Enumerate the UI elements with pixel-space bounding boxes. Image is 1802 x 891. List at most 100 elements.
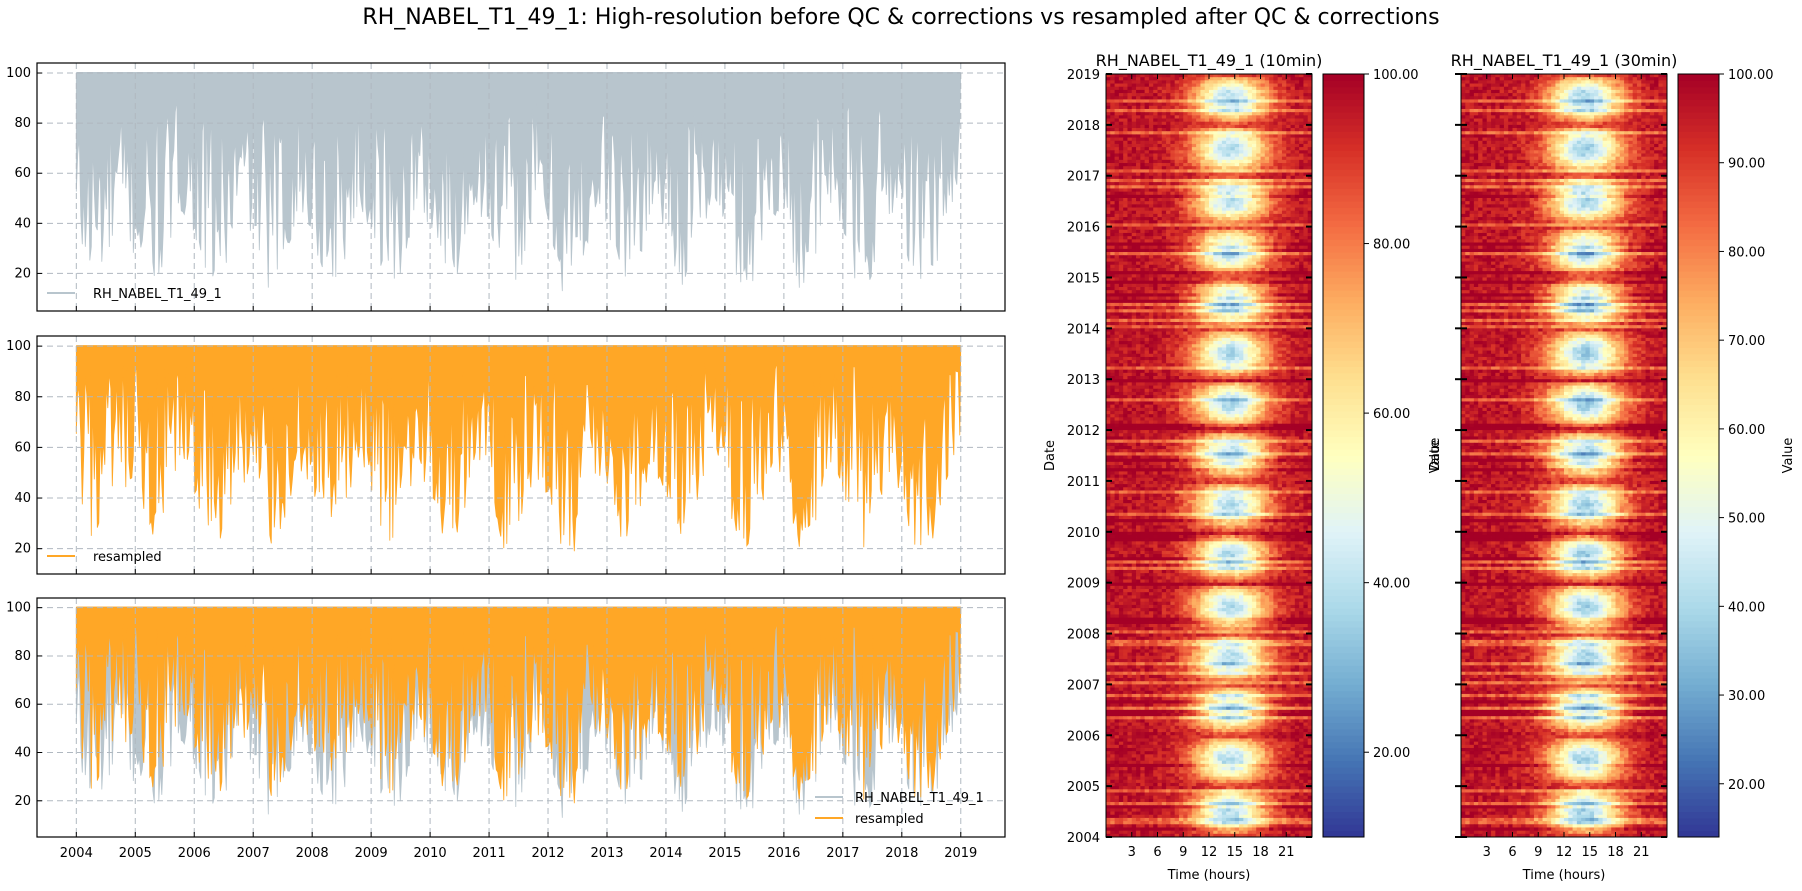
heatmap-cell (1187, 264, 1193, 269)
heatmap-cell (1281, 172, 1287, 177)
heatmap-cell (1307, 328, 1313, 332)
heatmap-cell (1264, 178, 1270, 183)
heatmap-cell (1161, 277, 1167, 282)
heatmap-cell (1243, 178, 1249, 183)
heatmap-cell (1303, 121, 1309, 126)
heatmap-cell (1200, 315, 1206, 320)
heatmap-cell (1281, 239, 1287, 243)
heatmap-cell (1247, 185, 1253, 189)
heatmap-cell (1221, 80, 1227, 84)
heatmap-cell (1239, 252, 1244, 256)
heatmap-cell (1178, 140, 1184, 145)
heatmap-cell (1239, 217, 1244, 221)
heatmap-cell (1243, 131, 1249, 135)
heatmap-cell (1286, 213, 1291, 218)
heatmap-cell (1110, 229, 1115, 234)
heatmap-cell (1204, 248, 1210, 253)
heatmap-cell (1191, 388, 1197, 393)
heatmap-cell (1247, 299, 1253, 304)
heatmap-cell (1161, 204, 1167, 208)
heatmap-cell (1187, 283, 1193, 288)
heatmap-cell (1118, 83, 1124, 88)
heatmap-cell (1299, 331, 1304, 336)
heatmap-cell (1213, 255, 1218, 259)
heatmap-cell (1148, 89, 1154, 94)
heatmap-cell (1303, 312, 1309, 317)
heatmap-cell (1114, 331, 1120, 336)
heatmap-cell (1144, 306, 1150, 310)
heatmap-cell (1191, 201, 1197, 205)
heatmap-cell (1166, 143, 1171, 148)
heatmap-cell (1187, 137, 1193, 142)
heatmap-cell (1260, 242, 1266, 247)
heatmap-cell (1161, 350, 1167, 355)
heatmap-cell (1226, 163, 1231, 167)
heatmap-cell (1131, 229, 1137, 234)
heatmap-cell (1123, 232, 1128, 237)
heatmap-cell (1110, 293, 1115, 297)
heatmap-cell (1243, 341, 1249, 345)
heatmap-cell (1118, 163, 1124, 167)
heatmap-cell (1221, 376, 1227, 380)
heatmap-cell (1226, 372, 1231, 377)
heatmap-cell (1183, 334, 1188, 339)
heatmap-cell (1166, 163, 1171, 167)
heatmap-cell (1118, 337, 1124, 342)
heatmap-cell (1148, 124, 1154, 129)
heatmap-cell (1303, 239, 1309, 243)
heatmap-cell (1251, 360, 1257, 364)
heatmap-cell (1144, 124, 1150, 129)
heatmap-cell (1131, 185, 1137, 189)
heatmap-cell (1127, 89, 1133, 94)
heatmap-cell (1174, 153, 1180, 158)
heatmap-cell (1230, 255, 1236, 259)
heatmap-cell (1243, 159, 1249, 164)
heatmap-cell (1226, 306, 1231, 310)
heatmap-cell (1290, 290, 1296, 294)
heatmap-cell (1153, 232, 1158, 237)
heatmap-cell (1264, 356, 1270, 361)
heatmap-cell (1161, 236, 1167, 240)
heatmap-cell (1144, 293, 1150, 297)
heatmap-cell (1217, 328, 1223, 332)
heatmap-cell (1157, 325, 1163, 329)
heatmap-cell (1294, 274, 1300, 278)
heatmap-cell (1299, 204, 1304, 208)
heatmap-cell (1118, 391, 1124, 396)
heatmap-cell (1230, 191, 1236, 196)
heatmap-cell (1290, 99, 1296, 104)
heatmap-cell (1127, 124, 1133, 129)
heatmap-cell (1187, 223, 1193, 227)
heatmap-cell (1251, 356, 1257, 361)
heatmap-cell (1213, 245, 1218, 250)
heatmap-cell (1230, 83, 1236, 88)
heatmap-cell (1196, 185, 1201, 189)
heatmap-cell (1204, 299, 1210, 304)
heatmap-cell (1247, 350, 1253, 355)
heatmap-cell (1153, 175, 1158, 180)
heatmap-cell (1264, 302, 1270, 307)
heatmap-cell (1123, 137, 1128, 142)
heatmap-cell (1204, 143, 1210, 148)
heatmap-cell (1127, 379, 1133, 383)
heatmap-cell (1196, 302, 1201, 307)
heatmap-cell (1286, 236, 1291, 240)
heatmap-cell (1213, 321, 1218, 326)
heatmap-cell (1196, 77, 1201, 81)
heatmap-cell (1170, 258, 1176, 262)
heatmap-cell (1183, 74, 1188, 78)
heatmap-cell (1144, 309, 1150, 313)
heatmap-cell (1157, 382, 1163, 386)
heatmap-cell (1264, 280, 1270, 285)
heatmap-cell (1251, 166, 1257, 170)
heatmap-cell (1217, 105, 1223, 110)
heatmap-cell (1127, 105, 1133, 110)
heatmap-cell (1251, 105, 1257, 110)
heatmap-cell (1256, 74, 1261, 78)
heatmap-cell (1114, 147, 1120, 151)
heatmap-cell (1174, 277, 1180, 282)
heatmap-cell (1247, 191, 1253, 196)
heatmap-cell (1196, 248, 1201, 253)
heatmap-cell (1307, 147, 1313, 151)
heatmap-cell (1114, 128, 1120, 132)
